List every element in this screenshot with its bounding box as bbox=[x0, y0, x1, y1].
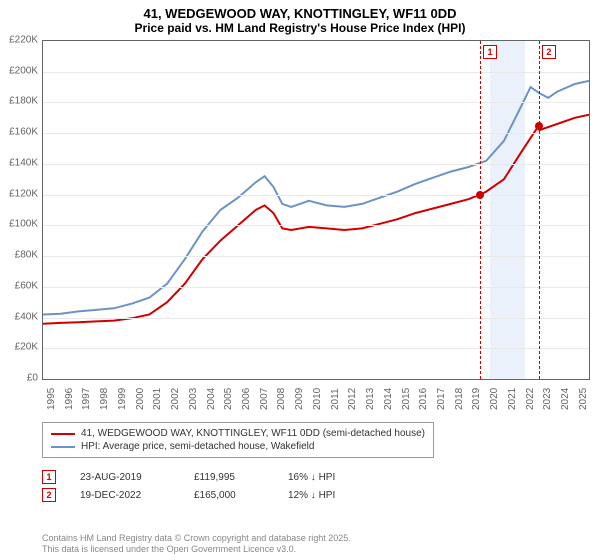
x-tick-label: 2019 bbox=[471, 388, 482, 410]
x-tick-label: 1999 bbox=[117, 388, 128, 410]
chart-subtitle: Price paid vs. HM Land Registry's House … bbox=[0, 21, 600, 39]
y-tick-label: £220K bbox=[0, 35, 38, 46]
gridline-h bbox=[43, 133, 589, 134]
chart-container: 41, WEDGEWOOD WAY, KNOTTINGLEY, WF11 0DD… bbox=[0, 0, 600, 560]
x-tick-label: 2004 bbox=[206, 388, 217, 410]
sale-marker-icon: 1 bbox=[42, 470, 56, 484]
x-tick-label: 2018 bbox=[454, 388, 465, 410]
x-tick-label: 2000 bbox=[135, 388, 146, 410]
gridline-h bbox=[43, 256, 589, 257]
marker-label-2: 2 bbox=[542, 45, 556, 59]
x-tick-label: 2009 bbox=[294, 388, 305, 410]
marker-dot-1 bbox=[476, 191, 484, 199]
legend-row-2: HPI: Average price, semi-detached house,… bbox=[51, 440, 425, 453]
y-tick-label: £160K bbox=[0, 127, 38, 138]
gridline-h bbox=[43, 348, 589, 349]
x-tick-label: 2006 bbox=[241, 388, 252, 410]
x-tick-label: 1998 bbox=[99, 388, 110, 410]
sale-delta: 16% ↓ HPI bbox=[288, 472, 335, 483]
x-tick-label: 2023 bbox=[542, 388, 553, 410]
chart-title: 41, WEDGEWOOD WAY, KNOTTINGLEY, WF11 0DD bbox=[0, 0, 600, 21]
x-tick-label: 2024 bbox=[560, 388, 571, 410]
legend-label-1: 41, WEDGEWOOD WAY, KNOTTINGLEY, WF11 0DD… bbox=[81, 428, 425, 439]
legend-and-sales: 41, WEDGEWOOD WAY, KNOTTINGLEY, WF11 0DD… bbox=[42, 422, 590, 504]
gridline-h bbox=[43, 318, 589, 319]
footer-line-2: This data is licensed under the Open Gov… bbox=[42, 544, 351, 556]
plot-region: 12 bbox=[42, 40, 590, 380]
x-tick-label: 2007 bbox=[259, 388, 270, 410]
y-tick-label: £80K bbox=[0, 250, 38, 261]
sale-price: £119,995 bbox=[194, 472, 264, 483]
x-tick-label: 1996 bbox=[64, 388, 75, 410]
x-tick-label: 2012 bbox=[347, 388, 358, 410]
y-tick-label: £180K bbox=[0, 96, 38, 107]
sale-date: 19-DEC-2022 bbox=[80, 490, 170, 501]
sale-marker-icon: 2 bbox=[42, 488, 56, 502]
series-price_paid bbox=[43, 115, 589, 324]
legend-row-1: 41, WEDGEWOOD WAY, KNOTTINGLEY, WF11 0DD… bbox=[51, 427, 425, 440]
y-tick-label: £200K bbox=[0, 65, 38, 76]
sale-delta: 12% ↓ HPI bbox=[288, 490, 335, 501]
x-tick-label: 2016 bbox=[418, 388, 429, 410]
y-tick-label: £0 bbox=[0, 373, 38, 384]
legend-box: 41, WEDGEWOOD WAY, KNOTTINGLEY, WF11 0DD… bbox=[42, 422, 434, 458]
x-tick-label: 1995 bbox=[46, 388, 57, 410]
footer-line-1: Contains HM Land Registry data © Crown c… bbox=[42, 533, 351, 545]
gridline-h bbox=[43, 287, 589, 288]
gridline-h bbox=[43, 164, 589, 165]
marker-dot-2 bbox=[535, 122, 543, 130]
sales-table: 1 23-AUG-2019 £119,995 16% ↓ HPI 2 19-DEC-202… bbox=[42, 468, 590, 504]
gridline-h bbox=[43, 72, 589, 73]
x-tick-label: 2003 bbox=[188, 388, 199, 410]
x-tick-label: 1997 bbox=[81, 388, 92, 410]
y-tick-label: £140K bbox=[0, 157, 38, 168]
x-tick-label: 2015 bbox=[401, 388, 412, 410]
x-tick-label: 2014 bbox=[383, 388, 394, 410]
series-hpi bbox=[43, 81, 589, 315]
gridline-h bbox=[43, 195, 589, 196]
chart-area: 12 £0£20K£40K£60K£80K£100K£120K£140K£160… bbox=[42, 40, 590, 410]
footer: Contains HM Land Registry data © Crown c… bbox=[42, 533, 351, 556]
y-tick-label: £20K bbox=[0, 342, 38, 353]
x-tick-label: 2010 bbox=[312, 388, 323, 410]
x-tick-label: 2021 bbox=[507, 388, 518, 410]
sale-row-2: 2 19-DEC-2022 £165,000 12% ↓ HPI bbox=[42, 486, 590, 504]
x-tick-label: 2011 bbox=[330, 388, 341, 410]
x-tick-label: 2005 bbox=[223, 388, 234, 410]
line-layer bbox=[43, 41, 589, 379]
swatch-price-paid bbox=[51, 433, 75, 435]
sale-date: 23-AUG-2019 bbox=[80, 472, 170, 483]
y-tick-label: £60K bbox=[0, 280, 38, 291]
x-tick-label: 2025 bbox=[578, 388, 589, 410]
sale-price: £165,000 bbox=[194, 490, 264, 501]
x-tick-label: 2001 bbox=[152, 388, 163, 410]
y-tick-label: £40K bbox=[0, 311, 38, 322]
swatch-hpi bbox=[51, 446, 75, 448]
x-tick-label: 2022 bbox=[525, 388, 536, 410]
x-tick-label: 2008 bbox=[276, 388, 287, 410]
gridline-h bbox=[43, 225, 589, 226]
y-tick-label: £100K bbox=[0, 219, 38, 230]
y-tick-label: £120K bbox=[0, 188, 38, 199]
sale-row-1: 1 23-AUG-2019 £119,995 16% ↓ HPI bbox=[42, 468, 590, 486]
x-tick-label: 2002 bbox=[170, 388, 181, 410]
legend-label-2: HPI: Average price, semi-detached house,… bbox=[81, 441, 314, 452]
gridline-h bbox=[43, 102, 589, 103]
x-tick-label: 2013 bbox=[365, 388, 376, 410]
x-tick-label: 2017 bbox=[436, 388, 447, 410]
marker-vline-2 bbox=[539, 41, 540, 379]
marker-label-1: 1 bbox=[483, 45, 497, 59]
marker-vline-1 bbox=[480, 41, 481, 379]
x-tick-label: 2020 bbox=[489, 388, 500, 410]
